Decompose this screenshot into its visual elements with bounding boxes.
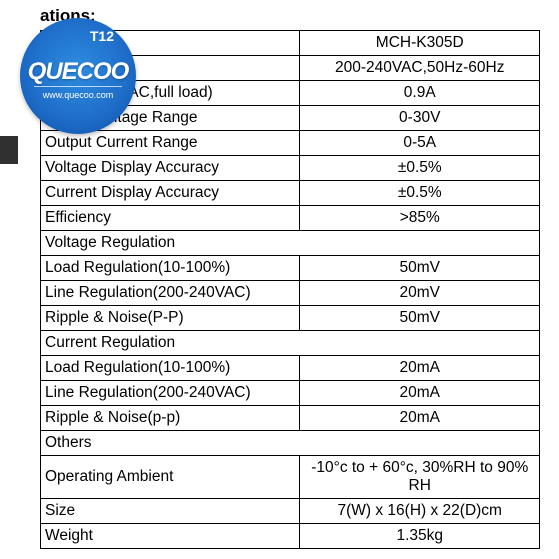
- row-value: >85%: [300, 206, 540, 231]
- row-value: -10°c to + 60°c, 30%RH to 90% RH: [300, 456, 540, 499]
- badge-t12: T12: [90, 28, 114, 44]
- table-row: Efficiency>85%: [41, 206, 540, 231]
- badge-divider: [34, 86, 122, 87]
- section-label: Voltage Regulation: [41, 231, 540, 256]
- table-row: Load Regulation(10-100%)50mV: [41, 256, 540, 281]
- row-label: Load Regulation(10-100%): [41, 256, 300, 281]
- row-label: Line Regulation(200-240VAC): [41, 281, 300, 306]
- table-row: Ripple & Noise(P-P)50mV: [41, 306, 540, 331]
- row-value: 20mA: [300, 356, 540, 381]
- row-value: 0.9A: [300, 81, 540, 106]
- table-row: Operating Ambient-10°c to + 60°c, 30%RH …: [41, 456, 540, 499]
- page: ations: MCH-K305D e200-240VAC,50Hz-60Hze…: [0, 0, 559, 559]
- table-row: Voltage Display Accuracy±0.5%: [41, 156, 540, 181]
- table-row: Weight1.35kg: [41, 524, 540, 549]
- row-label: Voltage Display Accuracy: [41, 156, 300, 181]
- badge-url: www.quecoo.com: [20, 90, 136, 100]
- row-value: 0-30V: [300, 106, 540, 131]
- row-label: Efficiency: [41, 206, 300, 231]
- section-label: Others: [41, 431, 540, 456]
- table-row: Line Regulation(200-240VAC)20mV: [41, 281, 540, 306]
- row-label: Line Regulation(200-240VAC): [41, 381, 300, 406]
- badge-brand: QUECOO: [20, 58, 136, 86]
- row-label: Output Current Range: [41, 131, 300, 156]
- row-value: ±0.5%: [300, 156, 540, 181]
- row-label: Operating Ambient: [41, 456, 300, 499]
- row-value: 0-5A: [300, 131, 540, 156]
- row-label: Weight: [41, 524, 300, 549]
- quecoo-badge: T12 QUECOO www.quecoo.com: [20, 18, 136, 134]
- table-row: Output Current Range0-5A: [41, 131, 540, 156]
- row-label: Ripple & Noise(P-P): [41, 306, 300, 331]
- table-row: Size7(W) x 16(H) x 22(D)cm: [41, 499, 540, 524]
- row-value: 20mA: [300, 381, 540, 406]
- header-model: MCH-K305D: [300, 31, 540, 56]
- row-label: Current Display Accuracy: [41, 181, 300, 206]
- row-value: ±0.5%: [300, 181, 540, 206]
- left-dark-stub: [0, 136, 18, 164]
- row-value: 200-240VAC,50Hz-60Hz: [300, 56, 540, 81]
- table-row: Voltage Regulation: [41, 231, 540, 256]
- table-row: Load Regulation(10-100%)20mA: [41, 356, 540, 381]
- row-value: 50mV: [300, 256, 540, 281]
- row-label: Size: [41, 499, 300, 524]
- section-label: Current Regulation: [41, 331, 540, 356]
- table-row: Line Regulation(200-240VAC)20mA: [41, 381, 540, 406]
- row-label: Load Regulation(10-100%): [41, 356, 300, 381]
- table-row: Current Display Accuracy±0.5%: [41, 181, 540, 206]
- row-value: 7(W) x 16(H) x 22(D)cm: [300, 499, 540, 524]
- table-row: Current Regulation: [41, 331, 540, 356]
- table-row: Ripple & Noise(p-p)20mA: [41, 406, 540, 431]
- row-label: Ripple & Noise(p-p): [41, 406, 300, 431]
- row-value: 20mV: [300, 281, 540, 306]
- table-row: Others: [41, 431, 540, 456]
- row-value: 20mA: [300, 406, 540, 431]
- row-value: 1.35kg: [300, 524, 540, 549]
- row-value: 50mV: [300, 306, 540, 331]
